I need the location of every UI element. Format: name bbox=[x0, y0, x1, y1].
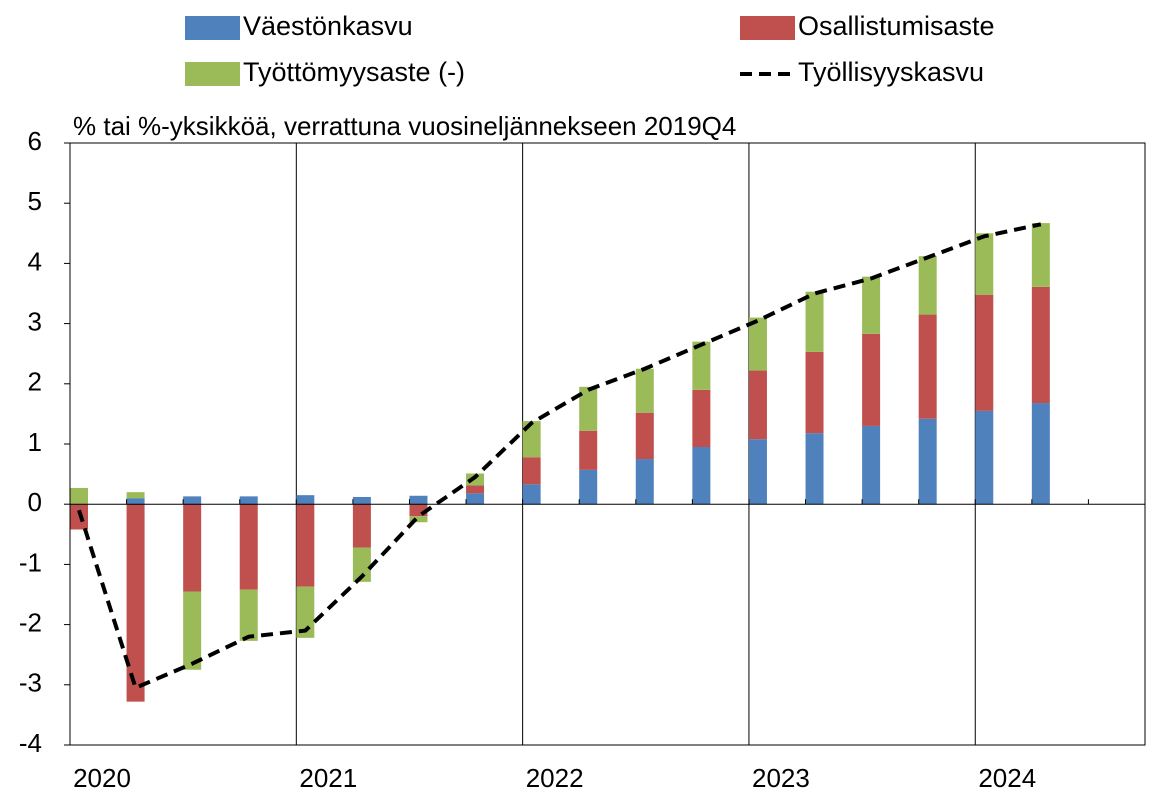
bar-segment bbox=[239, 504, 258, 590]
bar-segment bbox=[805, 433, 824, 505]
bar-segment bbox=[70, 487, 88, 505]
bar-segment bbox=[975, 233, 994, 295]
bar-segment bbox=[126, 504, 145, 702]
y-tick-label: -2 bbox=[19, 607, 42, 637]
bar-segment bbox=[862, 276, 881, 334]
bar-segment bbox=[239, 496, 258, 505]
bar-segment bbox=[1031, 286, 1050, 404]
legend-swatch bbox=[740, 16, 795, 40]
bar-segment bbox=[918, 418, 937, 505]
bar-segment bbox=[579, 386, 598, 431]
bar-segment bbox=[409, 495, 428, 505]
bar-segment bbox=[635, 368, 654, 413]
bar-segment bbox=[183, 504, 202, 592]
bar-segment bbox=[1031, 403, 1050, 505]
bar-segment bbox=[183, 496, 202, 505]
legend-label: Työllisyyskasvu bbox=[798, 57, 984, 87]
y-tick-label: 2 bbox=[28, 367, 42, 397]
bar-segment bbox=[126, 498, 145, 505]
bar-segment bbox=[466, 485, 485, 494]
bar-segment bbox=[748, 317, 767, 371]
y-tick-label: 4 bbox=[28, 246, 42, 276]
bar-segment bbox=[183, 591, 202, 670]
legend-label: Väestönkasvu bbox=[243, 11, 413, 41]
x-tick-label: 2024 bbox=[978, 763, 1036, 793]
y-tick-label: 3 bbox=[28, 306, 42, 336]
bar-segment bbox=[352, 547, 371, 582]
plot-frame bbox=[69, 142, 1146, 746]
bar-segment bbox=[692, 341, 711, 390]
bar-segment bbox=[522, 421, 541, 458]
bar-segment bbox=[975, 410, 994, 505]
bar-segment bbox=[522, 484, 541, 505]
bar-segment bbox=[522, 457, 541, 485]
bar-segment bbox=[805, 351, 824, 434]
y-tick-label: 6 bbox=[28, 126, 42, 156]
line-series bbox=[77, 222, 1042, 691]
y-tick-label: 1 bbox=[28, 427, 42, 457]
x-tick-label: 2020 bbox=[73, 763, 131, 793]
x-tick-label: 2023 bbox=[752, 763, 810, 793]
y-tick-label: 5 bbox=[28, 186, 42, 216]
bar-segment bbox=[352, 504, 371, 548]
bar-segment bbox=[862, 333, 881, 426]
subtitle: % tai %-yksikköä, verrattuna vuosineljän… bbox=[73, 111, 736, 141]
legend-label: Osallistumisaste bbox=[798, 11, 995, 41]
bar-segment bbox=[748, 370, 767, 440]
legend-swatch bbox=[185, 16, 240, 40]
legend-swatch bbox=[185, 62, 240, 86]
y-tick-label: -4 bbox=[19, 728, 42, 758]
bar-segment bbox=[579, 430, 598, 470]
bar-segment bbox=[692, 389, 711, 448]
y-tick-label: -1 bbox=[19, 547, 42, 577]
bar-segment bbox=[862, 425, 881, 505]
bar-segment bbox=[409, 516, 428, 523]
bar-segment bbox=[296, 504, 315, 587]
bar-segment bbox=[918, 256, 937, 315]
bar-segment bbox=[126, 492, 145, 499]
bar-segment bbox=[1031, 223, 1050, 287]
bar-segment bbox=[635, 412, 654, 460]
bar-segment bbox=[635, 459, 654, 505]
bar-segment bbox=[975, 294, 994, 411]
bar-segment bbox=[918, 314, 937, 419]
legend-label: Työttömyysaste (-) bbox=[243, 57, 465, 87]
y-tick-label: -3 bbox=[19, 668, 42, 698]
bar-segment bbox=[579, 469, 598, 505]
bar-segment bbox=[70, 504, 88, 530]
bar-segment bbox=[296, 586, 315, 638]
bar-segment bbox=[239, 589, 258, 641]
bar-segment bbox=[805, 291, 824, 352]
x-tick-label: 2021 bbox=[299, 763, 357, 793]
bar-segment bbox=[466, 493, 485, 505]
x-tick-label: 2022 bbox=[526, 763, 584, 793]
bar-segment bbox=[352, 496, 371, 505]
bar-segment bbox=[296, 495, 315, 505]
bar-segment bbox=[748, 439, 767, 505]
bar-segment bbox=[692, 447, 711, 505]
y-tick-label: 0 bbox=[28, 487, 42, 517]
